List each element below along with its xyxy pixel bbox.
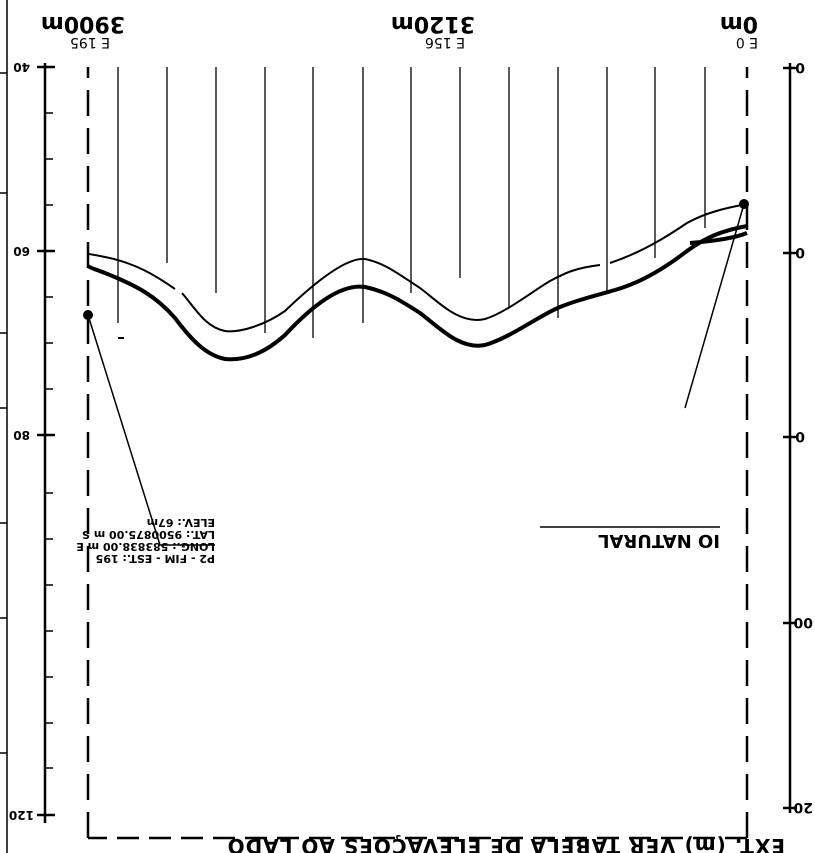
- right-axis-tick-120: 120: [9, 808, 34, 822]
- left-axis-tick-2: 00: [793, 614, 813, 630]
- leader-right-diag: [87, 314, 161, 546]
- leader-left: [684, 203, 745, 409]
- legend-label: IO NATURAL: [598, 530, 720, 551]
- station-id-0: E 0: [736, 34, 758, 50]
- right-axis-tick-40: 40: [13, 60, 30, 74]
- left-axis-tick-3: 0: [795, 428, 805, 444]
- point-info-line4: ELEV.: 67m: [147, 516, 215, 529]
- station-id-1: E 156: [425, 34, 465, 50]
- ground-line-thick: [86, 224, 748, 362]
- station-distance-0: 0m: [720, 11, 758, 36]
- station-distance-2: 3900m: [41, 11, 125, 36]
- station-id-2: E 195: [70, 34, 110, 50]
- left-axis-tick-5: 0: [795, 59, 805, 75]
- right-axis: [37, 63, 55, 823]
- point-info-line1: P2 - FIM - EST.: 195: [96, 552, 215, 565]
- right-axis-minor-ticks: [45, 112, 53, 769]
- point-info-block: P2 - FIM - EST.: 195 LONG.: 583838.00 m …: [76, 516, 215, 565]
- left-axis-tick-1: 20: [793, 799, 813, 815]
- station-labels: 0m E 0 3120m E 156 3900m E 195: [41, 11, 758, 50]
- right-axis-tick-80: 80: [13, 428, 30, 442]
- station-distance-1: 3120m: [391, 11, 475, 36]
- bottom-note: EXT. (m) VER TABELA DE ELEVAÇÕES AO LADO: [227, 834, 785, 853]
- point-info-line3: LAT.: 9500875.00 m S: [82, 528, 215, 541]
- ground-line-thin: [87, 203, 748, 333]
- right-axis-tick-60: 60: [13, 244, 30, 258]
- left-axis-tick-4: 0: [795, 244, 805, 260]
- point-info-line2: LONG.: 583838.00 m E: [76, 540, 215, 553]
- left-axis: [783, 63, 797, 813]
- sheet-edge-boxes: [0, 0, 8, 853]
- hatch-lines: [117, 67, 706, 338]
- ground-gap-left: [689, 231, 748, 245]
